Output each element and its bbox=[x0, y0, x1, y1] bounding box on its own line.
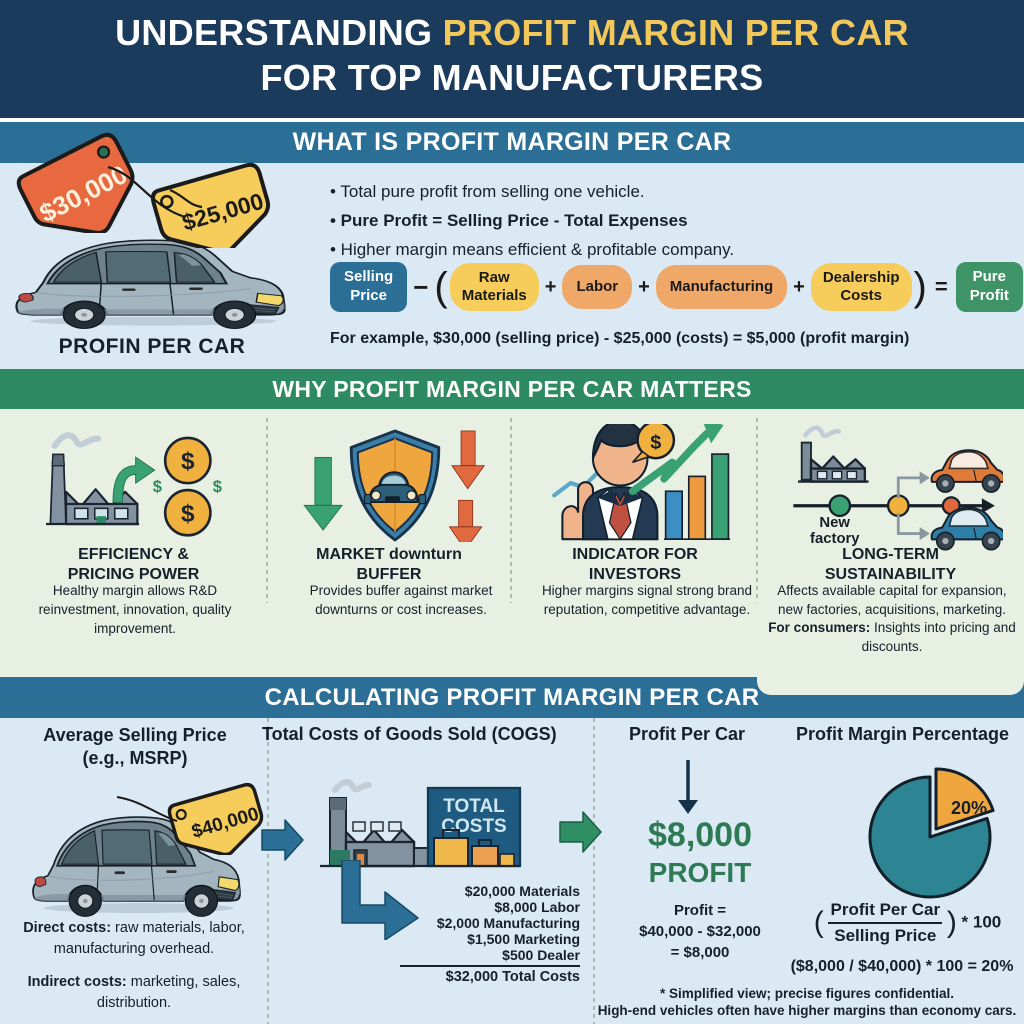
svg-text:$: $ bbox=[153, 477, 162, 496]
svg-text:TOTAL: TOTAL bbox=[443, 796, 505, 817]
svg-text:$: $ bbox=[181, 448, 195, 475]
svg-text:New: New bbox=[819, 515, 850, 531]
svg-text:20%: 20% bbox=[951, 798, 987, 818]
svg-text:$: $ bbox=[181, 500, 195, 527]
svg-text:COSTS: COSTS bbox=[441, 816, 506, 837]
svg-text:$: $ bbox=[650, 431, 661, 453]
svg-text:$: $ bbox=[213, 477, 222, 496]
